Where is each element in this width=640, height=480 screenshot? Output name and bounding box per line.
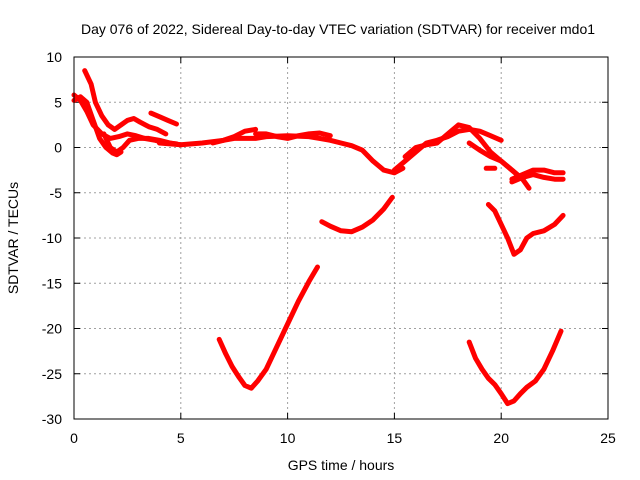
series-arc-16 bbox=[485, 202, 566, 257]
series-arc-18 bbox=[466, 328, 564, 407]
series-arc-15 bbox=[319, 194, 395, 235]
series-arc-11 bbox=[466, 140, 526, 182]
series-arc-13 bbox=[509, 167, 566, 182]
x-tick-label: 0 bbox=[70, 430, 78, 446]
plot-frame bbox=[73, 56, 609, 420]
series-arc-3 bbox=[82, 68, 169, 137]
y-tick-label: -30 bbox=[42, 411, 62, 427]
y-tick-label: -20 bbox=[42, 321, 62, 337]
x-tick-label: 25 bbox=[600, 430, 616, 446]
y-axis-label: SDTVAR / TECUs bbox=[5, 182, 21, 294]
grid-lines bbox=[74, 57, 608, 419]
chart-title: Day 076 of 2022, Sidereal Day-to-day VTE… bbox=[81, 21, 595, 37]
series-arc-7 bbox=[210, 126, 259, 146]
x-tick-label: 5 bbox=[177, 430, 185, 446]
y-tick-label: 10 bbox=[46, 49, 62, 65]
y-tick-label: -15 bbox=[42, 275, 62, 291]
data-series bbox=[71, 68, 566, 407]
x-tick-label: 15 bbox=[387, 430, 403, 446]
series-arc-14 bbox=[509, 172, 566, 185]
y-tick-label: 5 bbox=[54, 94, 62, 110]
y-tick-label: -10 bbox=[42, 230, 62, 246]
y-tick-label: -25 bbox=[42, 366, 62, 382]
x-tick-label: 10 bbox=[280, 430, 296, 446]
series-arc-8 bbox=[253, 130, 333, 141]
series-arc-17 bbox=[216, 264, 320, 391]
series-arc-5 bbox=[148, 110, 179, 127]
y-tick-label: 0 bbox=[54, 140, 62, 156]
series-arc-6 bbox=[156, 133, 406, 176]
x-axis-label: GPS time / hours bbox=[288, 457, 395, 473]
y-tick-labels: -30 -25 -20 -15 -10 -5 0 5 10 bbox=[42, 49, 62, 427]
x-tick-label: 20 bbox=[493, 430, 509, 446]
y-tick-label: -5 bbox=[50, 185, 63, 201]
series-arc-1 bbox=[71, 94, 124, 158]
x-tick-labels: 0 5 10 15 20 25 bbox=[70, 430, 616, 446]
